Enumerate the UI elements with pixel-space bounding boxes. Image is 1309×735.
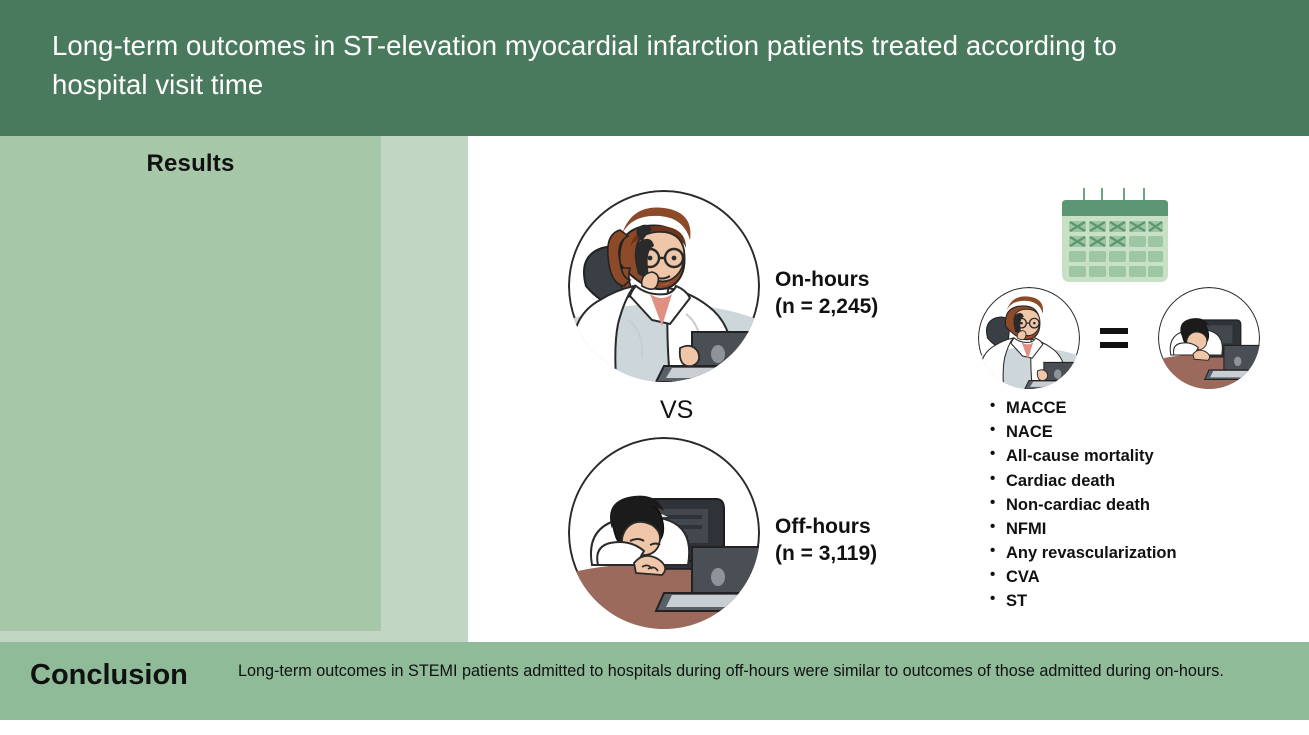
list-item: Cardiac death (990, 468, 1300, 493)
equals-sign (1100, 318, 1140, 358)
result-icon-off-hours (1158, 287, 1260, 389)
header-banner: Long-term outcomes in ST-elevation myoca… (0, 0, 1309, 136)
off-hours-name: Off-hours (775, 515, 871, 538)
results-outcomes-list: MACCE NACE All-cause mortality Cardiac d… (990, 395, 1300, 614)
doctor-asleep-at-desk-icon (568, 437, 760, 629)
page-title: Long-term outcomes in ST-elevation myoca… (52, 30, 1117, 101)
conclusion-text: Long-term outcomes in STEMI patients adm… (238, 662, 1224, 680)
conclusion-bar: Conclusion Long-term outcomes in STEMI p… (0, 642, 1309, 720)
list-item: MACCE (990, 395, 1300, 420)
panel-results: Results (0, 136, 381, 631)
list-item: NACE (990, 419, 1300, 444)
list-item: NFMI (990, 516, 1300, 541)
list-item: Non-cardiac death (990, 492, 1300, 517)
off-hours-n: (n = 3,119) (775, 541, 878, 565)
calendar-icon (1062, 188, 1168, 282)
on-hours-name: On-hours (775, 268, 870, 291)
conclusion-label: Conclusion (30, 659, 188, 691)
vs-label: VS (660, 396, 694, 424)
method-label-on-hours: On-hours (n = 2,245) (775, 267, 878, 321)
doctor-awake-on-phone-icon (568, 190, 760, 382)
list-item: ST (990, 588, 1300, 613)
list-item: CVA (990, 564, 1300, 589)
panel-heading-results: Results (146, 150, 235, 177)
list-item: Any revascularization (990, 540, 1300, 565)
on-hours-n: (n = 2,245) (775, 294, 879, 318)
result-icon-on-hours (978, 287, 1080, 389)
method-label-off-hours: Off-hours (n = 3,119) (775, 514, 877, 568)
list-item: All-cause mortality (990, 443, 1300, 468)
bottom-strip (0, 720, 1309, 735)
